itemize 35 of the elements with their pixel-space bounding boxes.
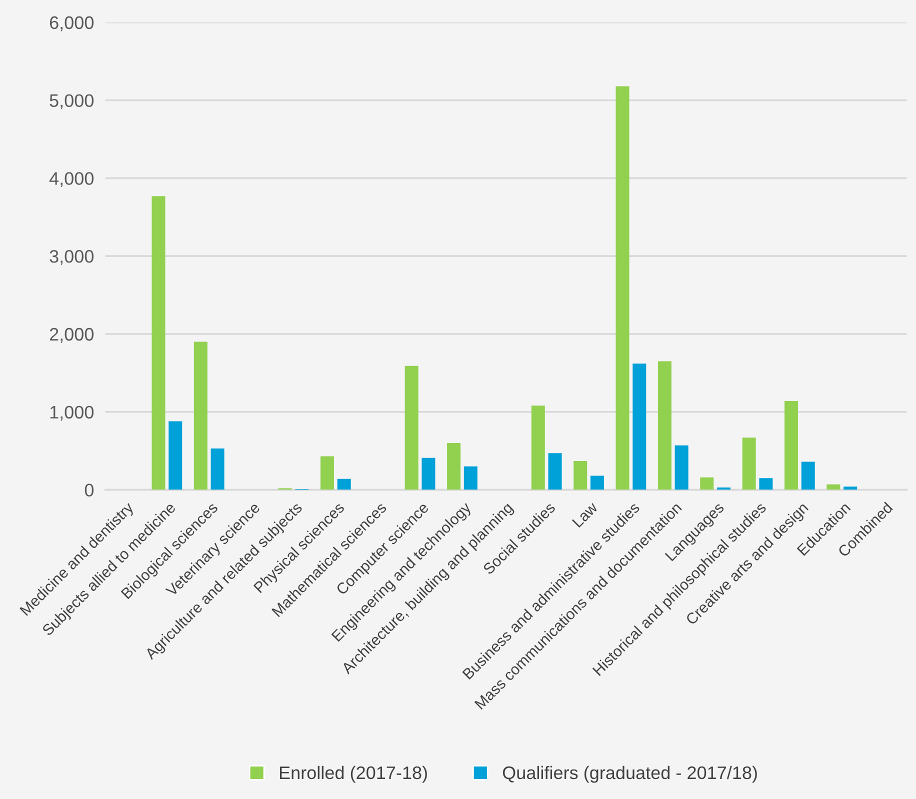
bar	[700, 477, 714, 490]
bar	[759, 478, 773, 490]
bar	[168, 421, 182, 490]
bar	[464, 466, 478, 490]
y-tick-label: 1,000	[50, 406, 94, 421]
bar	[531, 406, 545, 490]
bar	[152, 196, 166, 490]
legend-label: Qualifiers (graduated - 2017/18)	[502, 766, 757, 783]
bar	[658, 361, 672, 490]
bar	[784, 400, 798, 490]
bar	[574, 460, 588, 490]
y-tick-label: 4,000	[49, 172, 94, 188]
bar	[548, 453, 562, 490]
bar	[742, 438, 756, 490]
y-tick-label: 6,000	[50, 16, 94, 32]
bar	[422, 458, 436, 490]
bar	[826, 484, 840, 490]
y-tick-label: 5,000	[50, 94, 94, 110]
bar	[337, 478, 351, 490]
y-tick-label: 2,000	[50, 328, 94, 343]
legend-label: Enrolled (2017-18)	[280, 766, 427, 783]
bar	[320, 456, 334, 490]
bar	[844, 486, 858, 490]
y-tick-label: 0	[84, 484, 94, 497]
bar	[801, 462, 815, 490]
bar	[447, 443, 461, 490]
bar	[404, 366, 418, 490]
bar	[632, 364, 646, 490]
bar	[194, 342, 208, 490]
bar	[616, 86, 630, 490]
x-tick-label: Law	[572, 501, 598, 528]
bar	[674, 445, 688, 490]
bar	[590, 476, 604, 490]
bar	[210, 448, 224, 490]
y-tick-label: 3,000	[50, 250, 94, 265]
